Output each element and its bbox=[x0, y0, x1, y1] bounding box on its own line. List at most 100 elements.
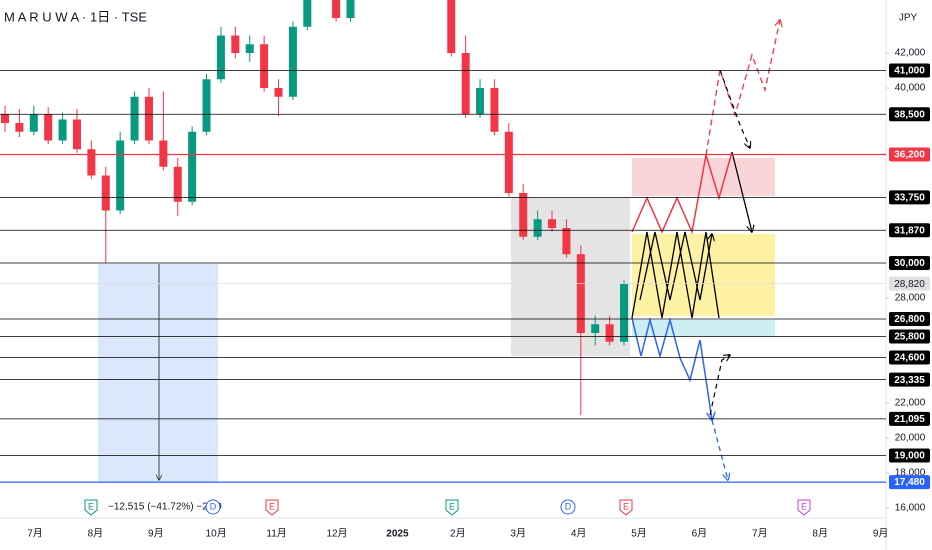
x-tick-label: 7月 bbox=[27, 528, 43, 540]
candle-body bbox=[274, 88, 283, 97]
dashed-arrow bbox=[711, 419, 728, 480]
level-badge bbox=[889, 475, 930, 490]
candle-body bbox=[1, 114, 9, 123]
level-badge bbox=[889, 350, 930, 365]
event-label: D bbox=[565, 501, 572, 511]
y-tick-label: 28,000 bbox=[895, 293, 926, 304]
level-label: 36,200 bbox=[894, 150, 925, 161]
level-label: 24,600 bbox=[894, 353, 925, 364]
x-tick-label: 12月 bbox=[326, 528, 347, 540]
event-label: E bbox=[449, 501, 455, 511]
candle-body bbox=[231, 35, 240, 53]
candle-body bbox=[461, 53, 470, 115]
event-label: E bbox=[801, 501, 807, 511]
candle-body bbox=[173, 166, 182, 202]
black-zigzag bbox=[639, 231, 712, 301]
candle-body bbox=[476, 88, 485, 115]
level-label: 21,095 bbox=[894, 414, 925, 425]
candle-body bbox=[346, 0, 355, 18]
level-label: 38,500 bbox=[894, 109, 925, 120]
currency: JPY bbox=[899, 13, 918, 24]
event-icon bbox=[265, 499, 279, 516]
candle-body bbox=[490, 88, 499, 132]
dashed-arrow bbox=[719, 69, 750, 148]
candle-body bbox=[519, 193, 528, 237]
drawings bbox=[98, 20, 780, 482]
dashed-path bbox=[705, 20, 780, 156]
y-tick-label: 18,000 bbox=[895, 468, 926, 479]
candle-body bbox=[620, 284, 628, 342]
x-tick-label: 9月 bbox=[148, 528, 164, 540]
y-tick-label: 20,000 bbox=[895, 433, 926, 444]
event-label: E bbox=[88, 501, 94, 511]
level-label: 25,800 bbox=[894, 332, 925, 343]
last-price-badge bbox=[889, 276, 930, 291]
candle-body bbox=[548, 219, 557, 228]
level-badge bbox=[889, 256, 930, 270]
candle-body bbox=[447, 0, 456, 53]
level-label: 33,750 bbox=[894, 193, 925, 204]
candle-body bbox=[260, 44, 269, 88]
candle-body bbox=[605, 324, 614, 342]
candle-body bbox=[216, 35, 225, 80]
level-badge bbox=[889, 329, 930, 344]
measure-label: −12,515 (−41.72%) −2,50 bbox=[108, 502, 222, 513]
x-tick-label: 7月 bbox=[752, 528, 768, 540]
level-badge bbox=[889, 190, 930, 205]
candle-body bbox=[576, 254, 585, 333]
event-icon bbox=[84, 499, 98, 516]
event-icon bbox=[797, 499, 811, 516]
y-tick-label: 16,000 bbox=[895, 503, 926, 514]
x-tick-label: 6月 bbox=[692, 528, 708, 540]
level-label: 17,480 bbox=[894, 477, 925, 488]
red-zigzag bbox=[631, 151, 733, 235]
x-tick-label: 8月 bbox=[88, 528, 104, 540]
event-icon bbox=[619, 499, 633, 516]
y-tick-label: 40,000 bbox=[895, 83, 926, 94]
candle-body bbox=[591, 324, 600, 333]
event-label: D bbox=[210, 501, 217, 511]
y-tick-label: 42,000 bbox=[895, 48, 926, 59]
candle-body bbox=[245, 44, 254, 53]
blue-zigzag bbox=[631, 317, 712, 420]
level-badge bbox=[889, 63, 930, 78]
range-box bbox=[98, 264, 218, 482]
candle-body bbox=[116, 140, 125, 211]
level-badge bbox=[889, 147, 930, 162]
x-tick-label: 4月 bbox=[571, 528, 587, 540]
level-badge bbox=[889, 223, 930, 238]
zone-box bbox=[632, 320, 775, 336]
candle-body bbox=[44, 114, 53, 141]
level-badge bbox=[889, 448, 930, 463]
event-icon bbox=[560, 499, 576, 515]
candle-body bbox=[87, 149, 96, 176]
candle-body bbox=[562, 228, 571, 255]
event-label: E bbox=[623, 501, 629, 511]
candle-body bbox=[144, 96, 153, 141]
event-icon bbox=[205, 499, 221, 515]
candle-body bbox=[288, 26, 297, 97]
candle-body bbox=[188, 131, 197, 202]
x-tick-label: 2月 bbox=[450, 528, 466, 540]
candle-body bbox=[533, 219, 542, 237]
level-badge bbox=[889, 372, 930, 387]
level-label: 26,800 bbox=[894, 314, 925, 325]
candle-body bbox=[58, 119, 67, 141]
candle-body bbox=[504, 131, 513, 193]
x-tick-label: 10月 bbox=[206, 528, 227, 540]
candle-body bbox=[130, 96, 139, 141]
x-tick-label: 3月 bbox=[510, 528, 526, 540]
x-tick-label: 11月 bbox=[266, 528, 286, 540]
last-price-label: 28,820 bbox=[894, 279, 925, 290]
candle-body bbox=[72, 119, 81, 150]
black-zigzag bbox=[631, 231, 720, 319]
arrow bbox=[731, 151, 752, 232]
level-badge bbox=[889, 312, 930, 326]
dashed-arrow bbox=[709, 355, 730, 416]
zone-box bbox=[632, 158, 775, 196]
level-label: 30,000 bbox=[894, 258, 925, 269]
x-tick-label: 2025 bbox=[386, 529, 409, 540]
chart-title: M A R U W A · 1日 · TSE bbox=[4, 9, 147, 24]
candle-body bbox=[101, 175, 110, 211]
